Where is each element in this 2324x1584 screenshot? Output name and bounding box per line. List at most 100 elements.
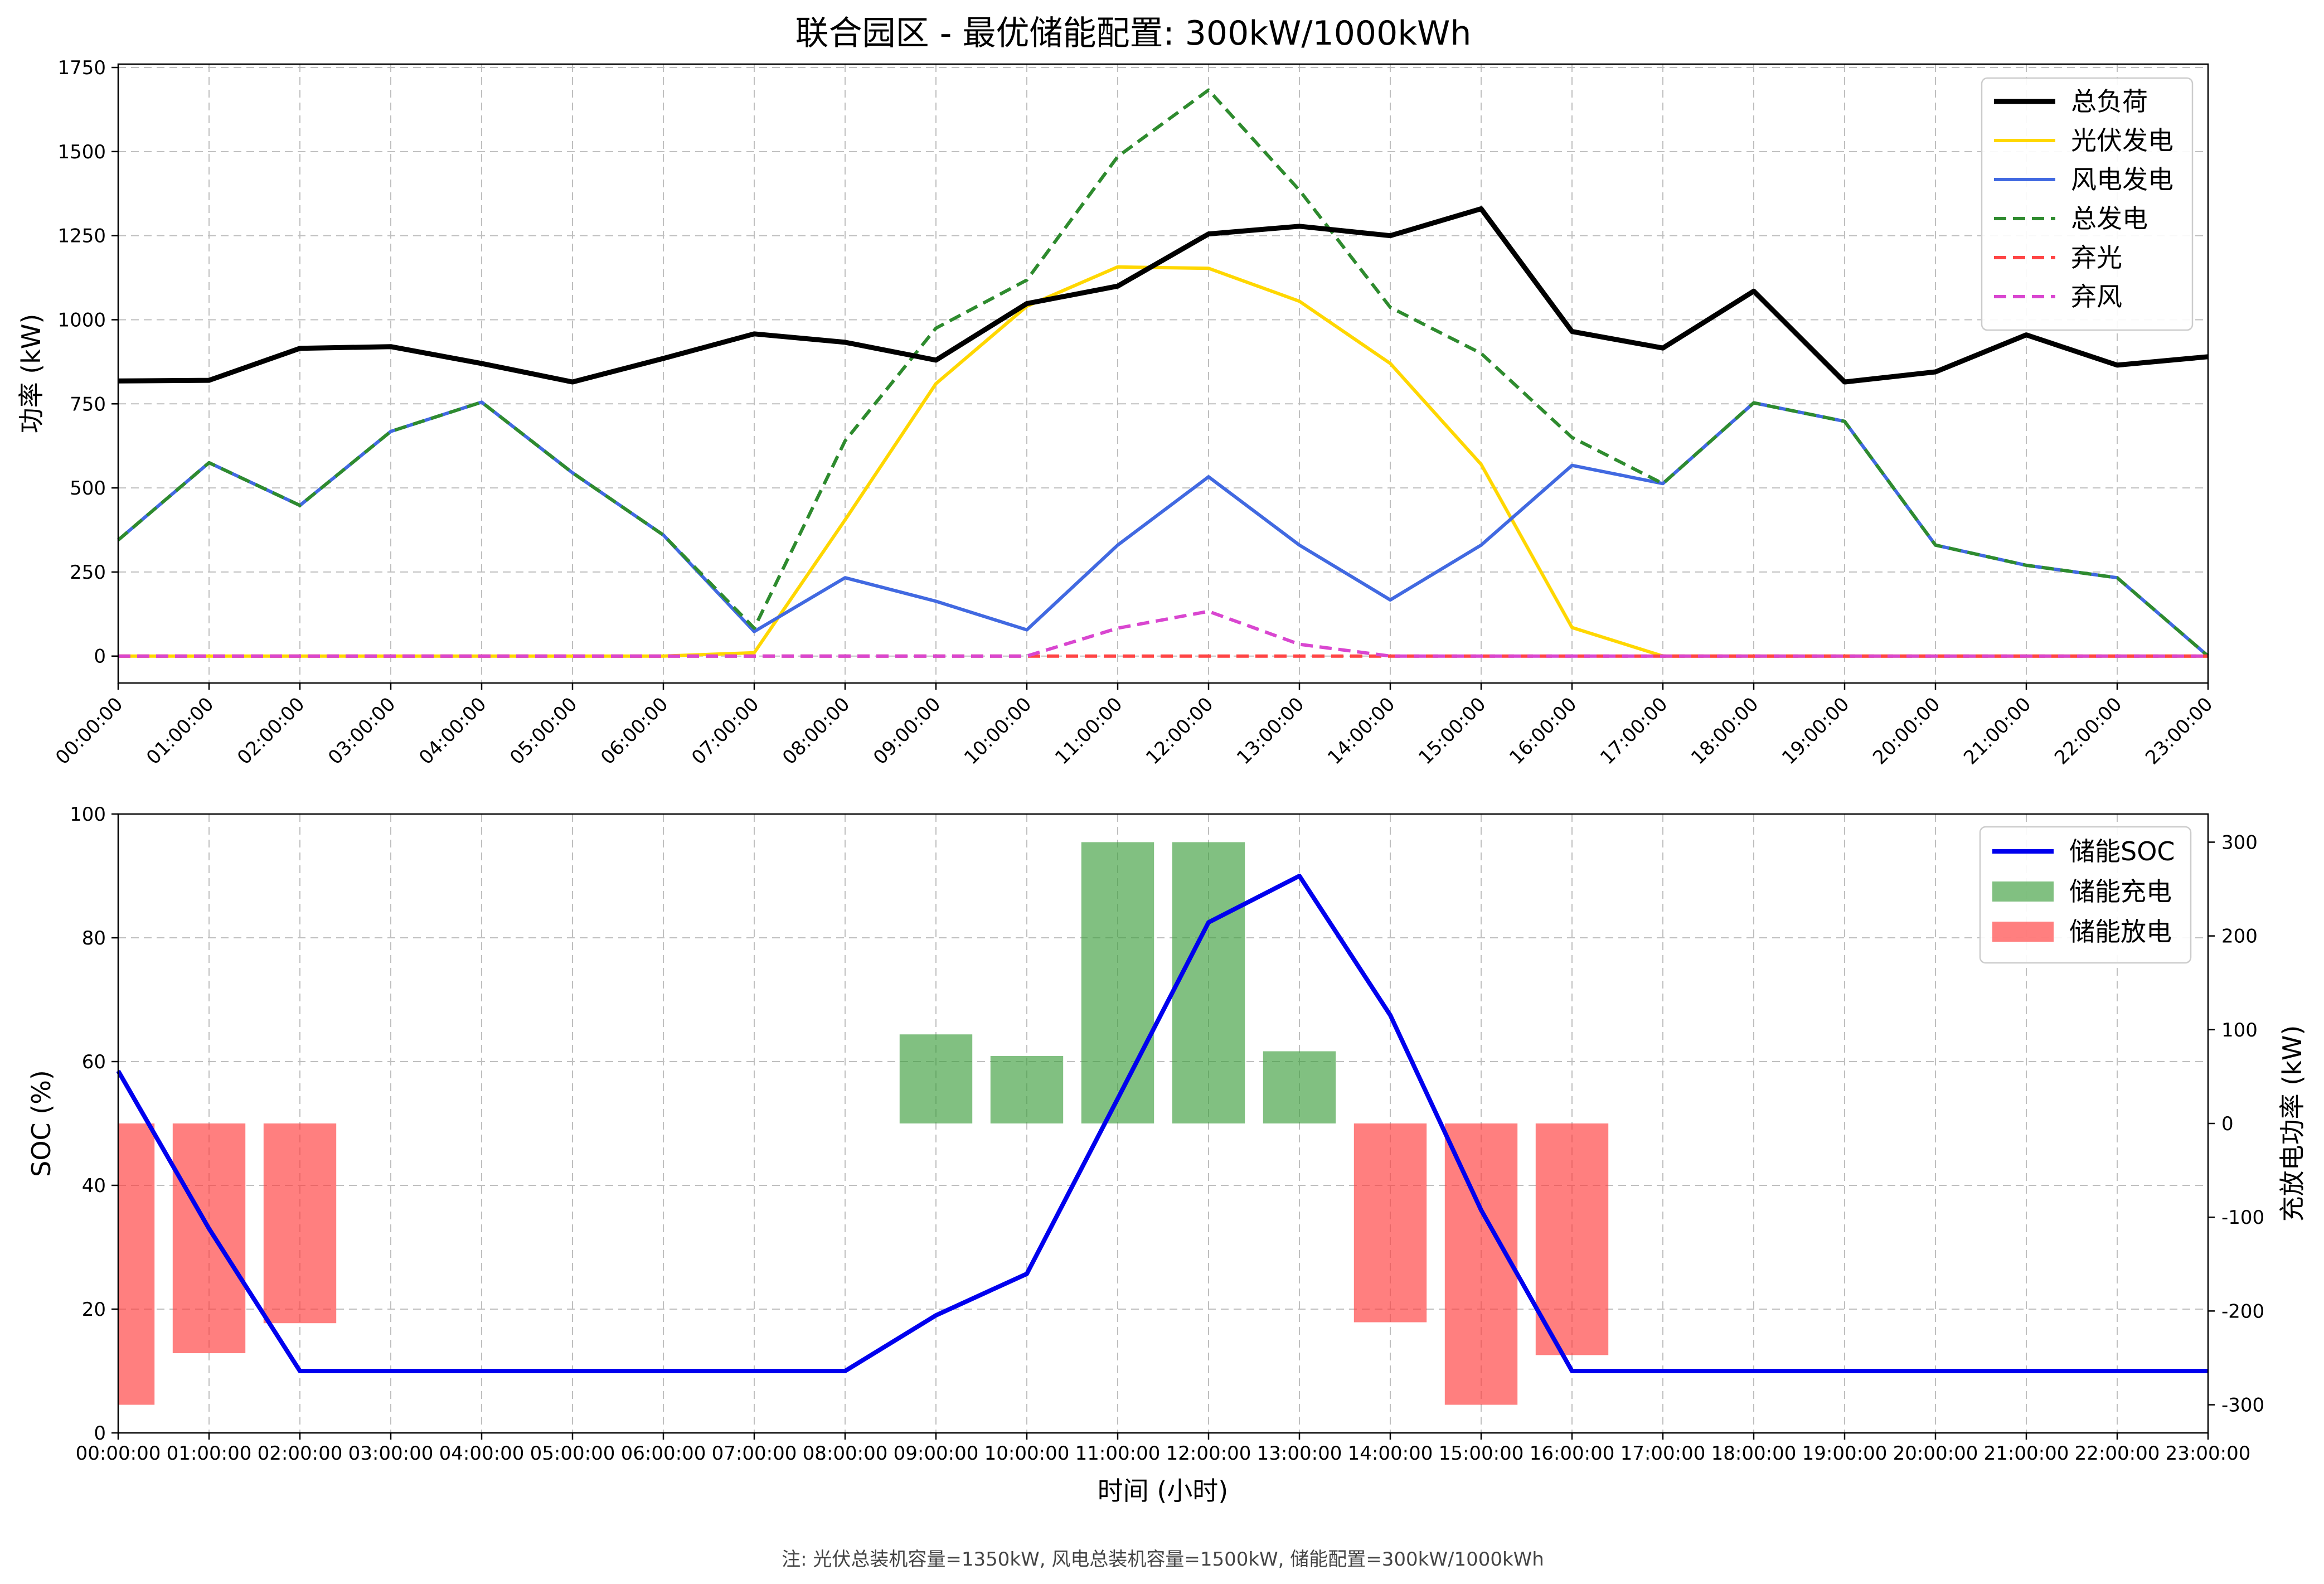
storage-soc-line — [116, 874, 2208, 1373]
storage-bar-charge — [899, 1034, 973, 1123]
storage-x-tick-label: 17:00:00 — [1621, 1442, 1706, 1465]
storage-x-tick-label: 11:00:00 — [1075, 1442, 1161, 1465]
storage-x-tick-label: 06:00:00 — [621, 1442, 706, 1465]
power-x-tick-label: 08:00:00 — [778, 693, 854, 769]
storage-bar-discharge — [172, 1123, 246, 1354]
power-legend-label: 总负荷 — [2071, 86, 2148, 117]
storage-x-tick-label: 12:00:00 — [1166, 1442, 1251, 1465]
soc-y-axis-label: SOC (%) — [26, 1070, 56, 1177]
storage-x-tick-label: 03:00:00 — [348, 1442, 434, 1465]
power-series-wind_curtail — [118, 609, 2208, 658]
power-right-tick-label: 100 — [2221, 1019, 2258, 1042]
storage-x-tick-label: 16:00:00 — [1530, 1442, 1615, 1465]
storage-legend-swatch — [1992, 881, 2054, 902]
power-y-tick-label: 1750 — [57, 57, 106, 79]
power-series-total_gen — [117, 88, 2209, 657]
storage-x-tick-label: 08:00:00 — [803, 1442, 888, 1465]
storage-axes-frame — [117, 813, 2209, 1434]
power-legend-label: 弃风 — [2071, 282, 2122, 312]
power-y-tick-label: 1000 — [57, 309, 106, 331]
power-y-tick-label: 0 — [94, 646, 106, 668]
storage-x-tick-label: 04:00:00 — [439, 1442, 525, 1465]
power-x-tick-label: 03:00:00 — [324, 693, 400, 769]
power-y-tick-label: 1500 — [57, 141, 106, 163]
power-y-tick-label: 500 — [70, 477, 106, 500]
power-x-tick-label: 19:00:00 — [1778, 693, 1854, 769]
storage-x-tick-label: 02:00:00 — [258, 1442, 343, 1465]
power-right-tick-label: 0 — [2221, 1113, 2234, 1135]
storage-x-tick-label: 23:00:00 — [2166, 1442, 2251, 1465]
storage-panel: 0 20 40 60 80 100 -300 -200 -100 0 100 200 300 00:0… — [26, 803, 2307, 1506]
power-y-axis-label: 功率 (kW) — [16, 314, 46, 434]
storage-legend-label: 储能充电 — [2069, 876, 2172, 907]
power-x-tick-label: 07:00:00 — [687, 693, 763, 769]
power-right-tick-label: 300 — [2221, 831, 2258, 854]
storage-x-tick-label: 18:00:00 — [1711, 1442, 1797, 1465]
power-x-tick-label: 06:00:00 — [596, 693, 672, 769]
power-right-y-ticks: -300 -200 -100 0 100 200 300 — [2208, 831, 2264, 1417]
power-x-tick-label: 05:00:00 — [506, 693, 581, 769]
power-series-load — [118, 206, 2209, 385]
power-x-tick-label: 15:00:00 — [1414, 693, 1490, 769]
power-x-tick-label: 09:00:00 — [869, 693, 945, 769]
storage-grid — [118, 813, 2209, 1433]
power-series-pv — [118, 265, 2208, 658]
power-x-tick-label: 11:00:00 — [1051, 693, 1127, 769]
power-x-tick-label: 04:00:00 — [415, 693, 491, 769]
power-y-ticks: 0 250 500 750 1000 1250 1500 1750 — [57, 57, 118, 668]
power-panel: 0 250 500 750 1000 1250 1500 1750 00:00:00 01:00… — [16, 57, 2217, 769]
storage-x-tick-label: 05:00:00 — [530, 1442, 615, 1465]
power-y-tick-label: 1250 — [57, 225, 106, 248]
power-grid — [118, 64, 2209, 683]
power-right-tick-label: -200 — [2221, 1300, 2264, 1323]
power-x-tick-label: 17:00:00 — [1596, 693, 1672, 769]
storage-x-tick-label: 15:00:00 — [1439, 1442, 1524, 1465]
storage-bar-discharge — [118, 1123, 155, 1405]
power-x-ticks: 00:00:00 01:00:00 02:00:00 03:00:00 04:00:00… — [51, 683, 2217, 769]
soc-y-tick-label: 0 — [94, 1422, 106, 1445]
storage-x-tick-label: 10:00:00 — [984, 1442, 1070, 1465]
power-right-tick-label: -100 — [2221, 1207, 2264, 1229]
storage-x-tick-label: 21:00:00 — [1984, 1442, 2069, 1465]
soc-y-ticks: 0 20 40 60 80 100 — [70, 803, 118, 1445]
power-x-tick-label: 01:00:00 — [142, 693, 218, 769]
storage-x-tick-label: 20:00:00 — [1893, 1442, 1978, 1465]
time-x-axis-label: 时间 (小时) — [1098, 1476, 1229, 1506]
charge-power-y-axis-label: 充放电功率 (kW) — [2277, 1025, 2307, 1222]
power-series-wind — [117, 400, 2209, 657]
power-x-tick-label: 18:00:00 — [1687, 693, 1763, 769]
storage-x-tick-label: 14:00:00 — [1348, 1442, 1433, 1465]
power-lines — [117, 88, 2209, 658]
power-x-tick-label: 20:00:00 — [1869, 693, 1944, 769]
storage-bar-charge — [990, 1055, 1064, 1123]
power-y-tick-label: 750 — [70, 393, 106, 415]
power-right-tick-label: 200 — [2221, 926, 2258, 948]
power-legend-label: 弃光 — [2071, 243, 2122, 273]
storage-bar-discharge — [1353, 1123, 1427, 1323]
power-x-tick-label: 16:00:00 — [1505, 693, 1581, 769]
storage-bar-charge — [1172, 842, 1245, 1123]
power-x-tick-label: 02:00:00 — [233, 693, 309, 769]
storage-x-ticks: 00:00:00 01:00:00 02:00:00 03:00:00 04:00:00… — [76, 1433, 2251, 1465]
power-axes-frame — [117, 63, 2209, 684]
power-legend-label: 总发电 — [2071, 204, 2148, 234]
storage-bar-discharge — [1535, 1123, 1609, 1355]
power-y-tick-label: 250 — [70, 561, 106, 584]
storage-x-tick-label: 07:00:00 — [712, 1442, 797, 1465]
power-x-tick-label: 13:00:00 — [1233, 693, 1308, 769]
power-x-tick-label: 14:00:00 — [1323, 693, 1399, 769]
soc-y-tick-label: 40 — [82, 1175, 106, 1197]
storage-x-tick-label: 19:00:00 — [1802, 1442, 1888, 1465]
power-x-tick-label: 00:00:00 — [51, 693, 127, 769]
power-x-tick-label: 23:00:00 — [2141, 693, 2217, 769]
soc-y-tick-label: 60 — [82, 1051, 106, 1073]
storage-x-tick-label: 00:00:00 — [76, 1442, 161, 1465]
storage-bar-charge — [1263, 1051, 1336, 1123]
chart-title: 联合园区 - 最优储能配置: 300kW/1000kWh — [795, 14, 1472, 53]
power-x-tick-label: 22:00:00 — [2050, 693, 2126, 769]
power-x-tick-label: 21:00:00 — [1959, 693, 2035, 769]
footnote: 注: 光伏总装机容量=1350kW, 风电总装机容量=1500kW, 储能配置=… — [782, 1548, 1544, 1571]
